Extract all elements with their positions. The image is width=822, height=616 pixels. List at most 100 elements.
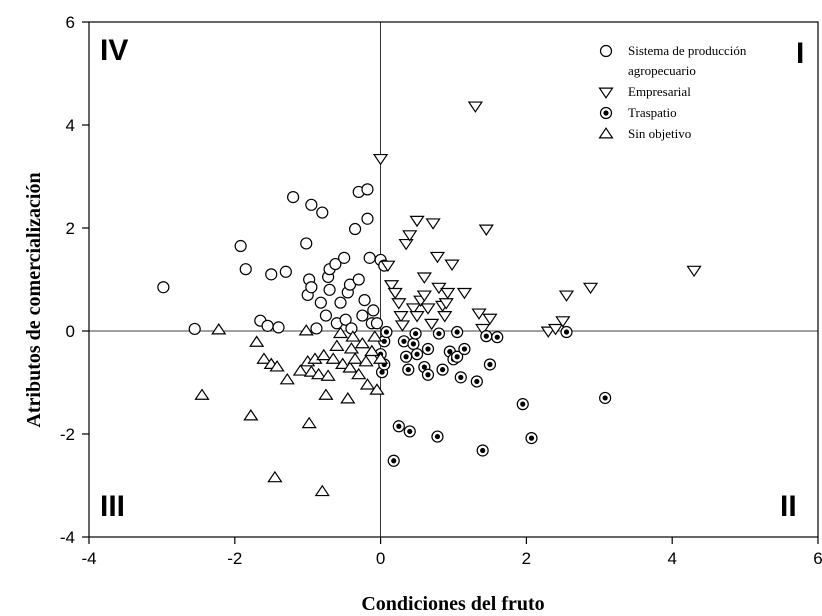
data-point-series-4 [343,342,360,354]
data-point-series-3 [421,342,435,356]
data-point-series-1 [361,212,374,225]
data-point-series-1 [261,319,274,332]
data-point-series-3 [480,330,493,343]
data-point-series-3 [432,327,446,340]
data-point-series-3 [409,327,422,340]
quadrant-label-ii: II [780,490,797,523]
data-point-series-4 [256,352,272,364]
data-point-series-2 [416,272,432,284]
data-point-series-2 [402,230,418,242]
data-point-series-2 [467,101,483,113]
data-point-series-2 [393,311,409,323]
data-point-series-1 [316,206,329,219]
legend-marker-series-2 [598,87,614,99]
data-point-series-1 [310,322,323,335]
data-point-series-3 [380,325,393,339]
data-point-series-4 [369,383,385,395]
data-point-series-4 [332,326,349,339]
data-point-series-3 [483,358,497,371]
data-point-series-2 [478,224,494,236]
data-point-series-4 [372,352,389,364]
x-axis-title: Condiciones del fruto [361,593,544,615]
data-point-series-1 [319,309,333,322]
data-point-series-1 [272,321,285,334]
data-point-series-1 [188,322,201,336]
data-point-series-4 [351,367,367,380]
data-point-series-1 [234,239,247,253]
data-point-series-3 [436,363,449,376]
data-point-series-1 [370,317,384,330]
data-point-series-4 [345,330,361,342]
data-point-series-4 [335,357,351,369]
data-point-series-4 [340,392,356,404]
y-axis-title: Atributos de comercialización [23,172,45,427]
data-point-series-2 [420,303,436,315]
data-point-series-2 [429,251,446,264]
data-point-series-4 [325,352,341,364]
legend-label-series-4: Sin objetivo [628,126,691,141]
data-point-series-4 [269,360,285,372]
legend-marker-series-1 [599,44,613,58]
data-point-series-3 [403,425,416,438]
data-point-series-3 [400,350,413,363]
data-point-series-2 [391,298,407,310]
data-point-series-3 [392,420,405,433]
data-point-series-4 [359,378,376,390]
data-point-series-1 [361,183,374,196]
data-point-series-1 [239,263,252,276]
data-point-series-2 [409,215,425,228]
data-point-series-3 [407,337,420,350]
plot-area [88,21,819,538]
y-tick-label: 0 [66,322,75,341]
data-point-series-4 [292,364,309,376]
data-point-series-3 [516,398,529,411]
data-point-series-3 [476,444,489,457]
legend-marker-series-3 [599,106,613,120]
data-point-series-4 [316,348,332,361]
x-tick-label: 4 [667,549,676,568]
data-point-series-4 [364,344,380,357]
data-point-series-2 [372,153,389,166]
data-point-series-3 [402,363,415,376]
data-point-series-2 [482,313,498,326]
x-tick-label: -2 [227,549,242,568]
data-point-series-3 [410,348,424,361]
legend-label-series-1: Sistema de producción [628,43,747,58]
data-point-series-3 [451,325,464,339]
data-point-series-4 [320,369,336,381]
data-point-series-2 [416,290,432,302]
data-point-series-1 [157,281,170,294]
legend-label-series-3: Traspatio [628,105,677,120]
data-point-series-1 [300,237,313,250]
data-point-series-1 [323,283,336,296]
data-point-series-2 [383,280,400,292]
data-point-series-2 [456,287,473,300]
data-point-series-1 [334,296,347,309]
x-tick-label: 6 [813,549,822,568]
quadrant-label-iii: III [100,490,125,523]
data-points [157,101,702,497]
data-point-series-4 [303,365,319,377]
x-tick-label: -4 [81,549,96,568]
data-point-series-2 [471,308,487,320]
data-point-series-3 [525,432,538,445]
data-point-series-4 [314,484,330,497]
data-point-series-2 [405,303,422,315]
x-tick-label: 2 [522,549,531,568]
data-point-series-2 [475,323,491,336]
data-point-series-2 [540,326,556,338]
data-point-series-1 [352,273,365,286]
data-point-series-3 [454,371,467,384]
data-point-series-3 [458,342,471,356]
y-tick-label: 6 [66,13,75,32]
data-point-series-4 [279,372,295,385]
data-point-series-2 [547,323,564,336]
data-point-series-3 [378,335,391,348]
data-point-series-4 [367,330,383,342]
plot-border [88,21,819,538]
data-point-series-4 [301,416,317,429]
legend-label-series-1: agropecuario [628,63,696,78]
data-point-series-4 [354,336,370,349]
data-point-series-4 [358,354,374,367]
